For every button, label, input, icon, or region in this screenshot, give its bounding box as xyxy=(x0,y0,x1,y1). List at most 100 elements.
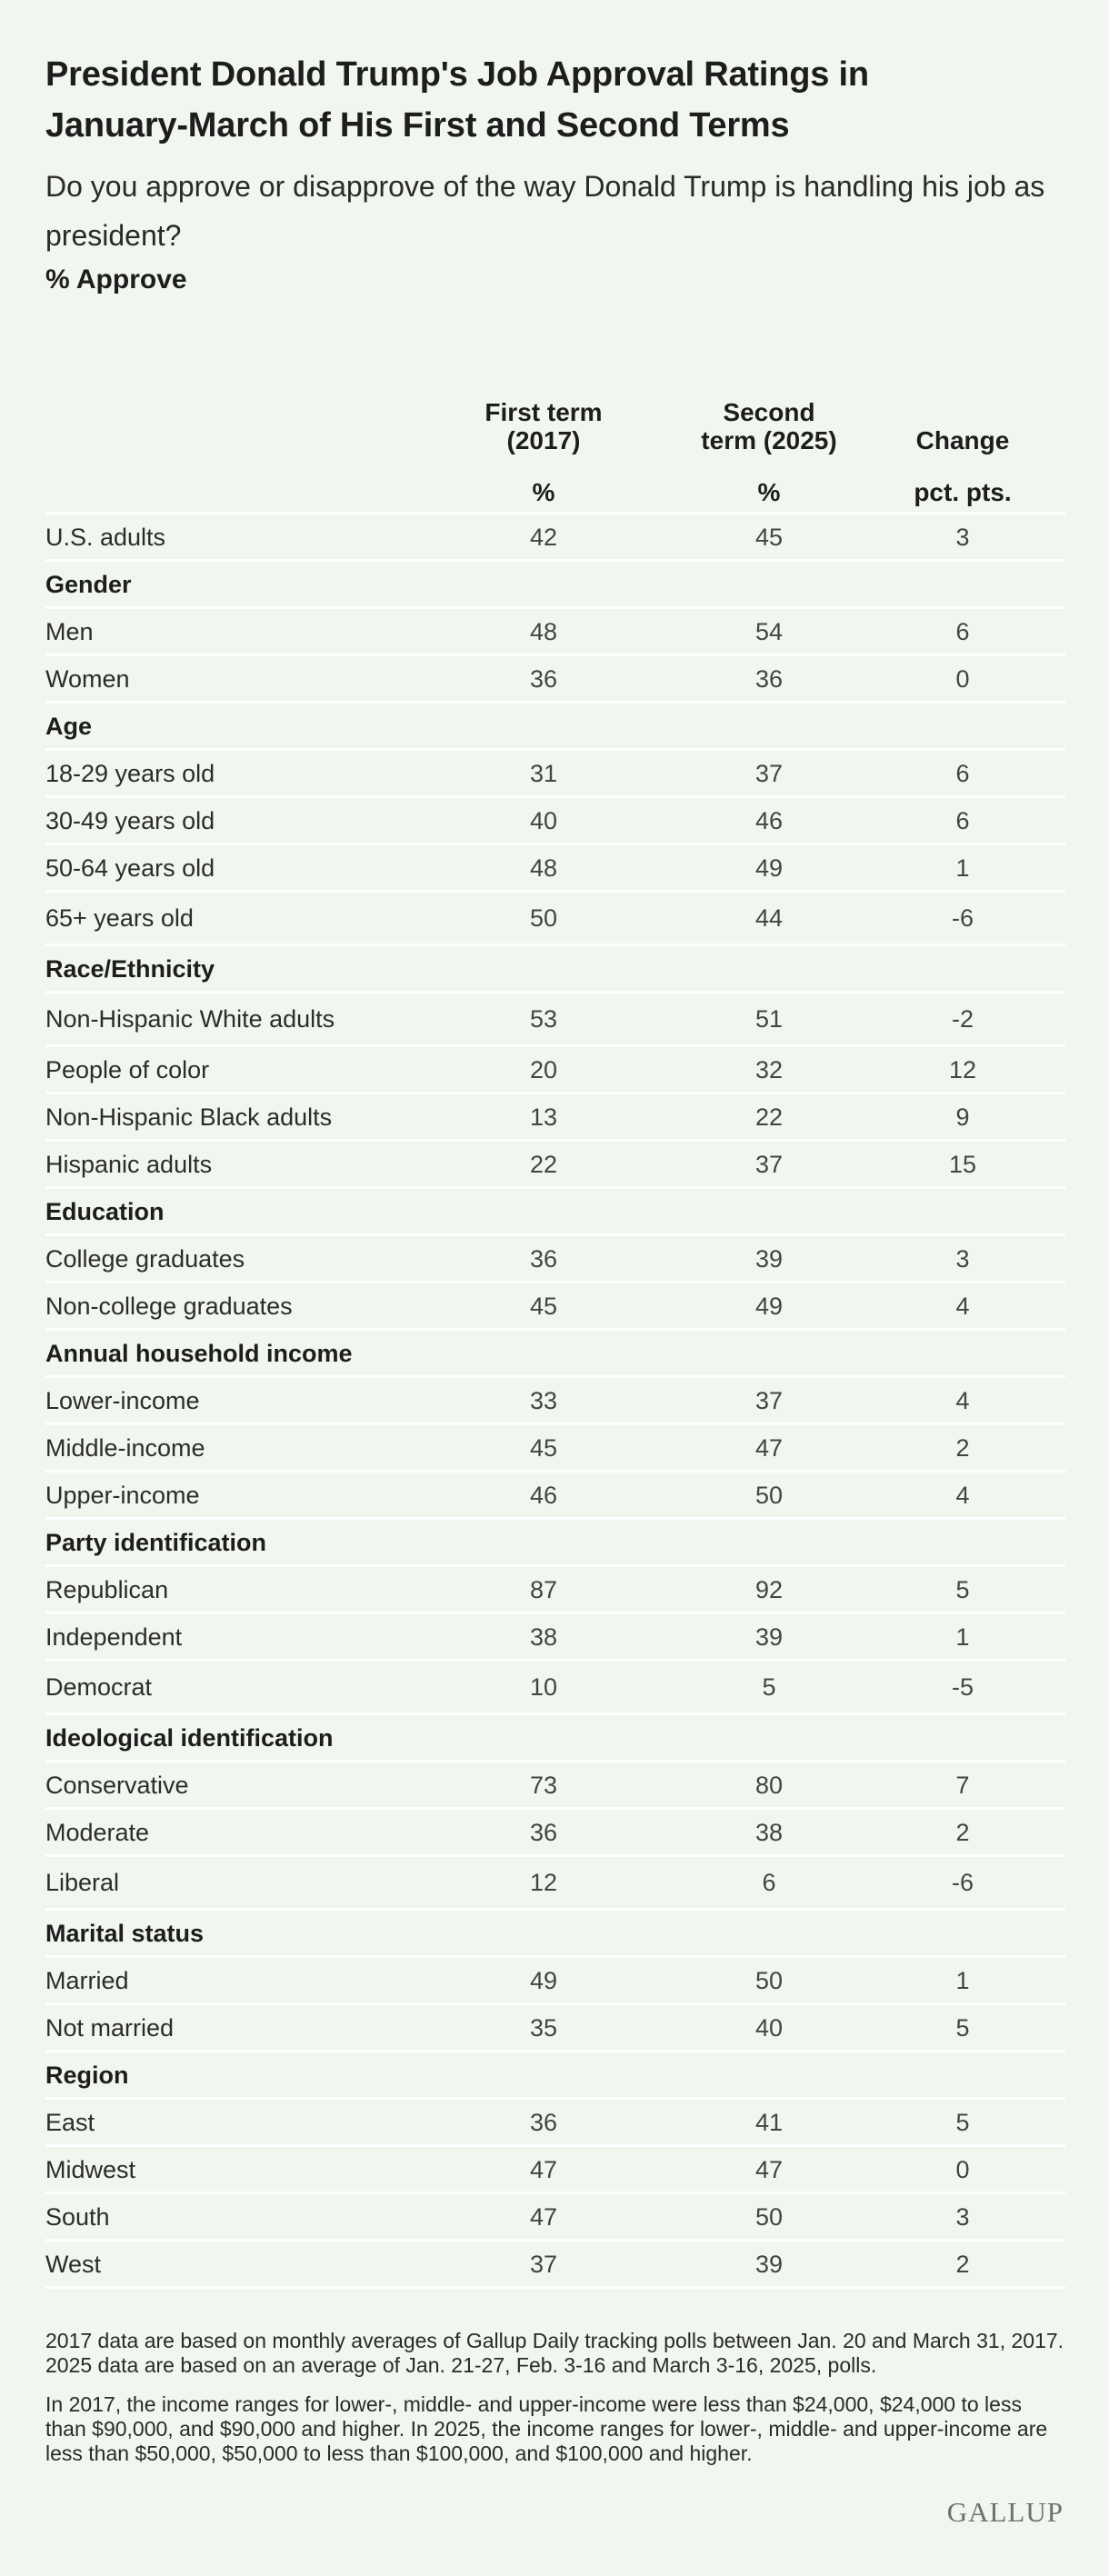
table-row: People of color 20 32 12 xyxy=(45,1045,1065,1094)
first-term-value: 87 xyxy=(409,1565,678,1614)
first-term-value: 47 xyxy=(409,2145,678,2194)
table-body: U.S. adults 42 45 3 Gender Men 48 54 6 Women 36 36 0… xyxy=(45,513,1065,2289)
second-term-value: 80 xyxy=(678,1761,860,1810)
section-heading: Race/Ethnicity xyxy=(45,944,1065,993)
row-label: Democrat xyxy=(45,1660,409,1715)
change-value: 4 xyxy=(860,1471,1065,1520)
first-term-value: 73 xyxy=(409,1761,678,1810)
row-label: 18-29 years old xyxy=(45,749,409,798)
row-label: Lower-income xyxy=(45,1376,409,1425)
first-term-value: 36 xyxy=(409,654,678,704)
row-label: U.S. adults xyxy=(45,513,409,562)
row-label: College graduates xyxy=(45,1234,409,1283)
first-term-value: 48 xyxy=(409,607,678,656)
second-term-value: 39 xyxy=(678,2240,860,2289)
second-term-value: 45 xyxy=(678,513,860,562)
row-label: Hispanic adults xyxy=(45,1140,409,1189)
second-term-value: 5 xyxy=(678,1660,860,1715)
second-term-value: 36 xyxy=(678,654,860,704)
change-value: 7 xyxy=(860,1761,1065,1810)
section-row: Region xyxy=(45,2051,1065,2100)
change-value: -6 xyxy=(860,1855,1065,1911)
second-term-value: 38 xyxy=(678,1808,860,1857)
first-term-value: 45 xyxy=(409,1282,678,1331)
change-value: 4 xyxy=(860,1376,1065,1425)
change-value: 6 xyxy=(860,796,1065,845)
row-label: Conservative xyxy=(45,1761,409,1810)
row-label: East xyxy=(45,2098,409,2147)
table-row: Men 48 54 6 xyxy=(45,607,1065,656)
section-row: Ideological identification xyxy=(45,1713,1065,1762)
row-label: Republican xyxy=(45,1565,409,1614)
change-value: 3 xyxy=(860,513,1065,562)
survey-question: Do you approve or disapprove of the way … xyxy=(45,162,1065,260)
change-value: -6 xyxy=(860,891,1065,946)
table-row: East 36 41 5 xyxy=(45,2098,1065,2147)
section-heading: Annual household income xyxy=(45,1329,1065,1378)
row-label: 50-64 years old xyxy=(45,844,409,893)
change-value: 5 xyxy=(860,1565,1065,1614)
section-row: Annual household income xyxy=(45,1329,1065,1378)
section-row: Age xyxy=(45,702,1065,751)
second-term-value: 51 xyxy=(678,992,860,1047)
row-label: 65+ years old xyxy=(45,891,409,946)
title-line-1: President Donald Trump's Job Approval Ra… xyxy=(45,55,869,94)
header: President Donald Trump's Job Approval Ra… xyxy=(45,49,1065,298)
unit-first-term: % xyxy=(409,454,678,514)
second-term-value: 50 xyxy=(678,1956,860,2005)
header-change: Change xyxy=(915,426,1010,454)
first-term-value: 35 xyxy=(409,2003,678,2052)
change-value: 6 xyxy=(860,749,1065,798)
footnotes: 2017 data are based on monthly averages … xyxy=(45,2329,1065,2466)
section-heading: Education xyxy=(45,1187,1065,1236)
change-value: 1 xyxy=(860,844,1065,893)
table-row: 65+ years old 50 44 -6 xyxy=(45,891,1065,946)
question-line-2: president? xyxy=(45,219,182,252)
section-heading: Party identification xyxy=(45,1518,1065,1567)
unit-second-term: % xyxy=(678,454,860,514)
table-row: Married 49 50 1 xyxy=(45,1956,1065,2005)
second-term-value: 37 xyxy=(678,1376,860,1425)
header-first-term-line-1: First term xyxy=(485,398,603,426)
table-row: Non-Hispanic White adults 53 51 -2 xyxy=(45,992,1065,1047)
row-label: Not married xyxy=(45,2003,409,2052)
first-term-value: 40 xyxy=(409,796,678,845)
first-term-value: 47 xyxy=(409,2192,678,2242)
table-row: Lower-income 33 37 4 xyxy=(45,1376,1065,1425)
table-row: Moderate 36 38 2 xyxy=(45,1808,1065,1857)
section-row: Party identification xyxy=(45,1518,1065,1567)
row-label: 30-49 years old xyxy=(45,796,409,845)
table-row: South 47 50 3 xyxy=(45,2192,1065,2242)
second-term-value: 47 xyxy=(678,2145,860,2194)
change-value: 3 xyxy=(860,2192,1065,2242)
row-label: Married xyxy=(45,1956,409,2005)
header-blank xyxy=(45,382,409,454)
first-term-value: 10 xyxy=(409,1660,678,1715)
table-row: West 37 39 2 xyxy=(45,2240,1065,2289)
first-term-value: 53 xyxy=(409,992,678,1047)
header-first-term-line-2: (2017) xyxy=(506,426,581,454)
change-value: 1 xyxy=(860,1956,1065,2005)
change-value: 1 xyxy=(860,1612,1065,1662)
table-row: Democrat 10 5 -5 xyxy=(45,1660,1065,1715)
row-label: Independent xyxy=(45,1612,409,1662)
table-row: Midwest 47 47 0 xyxy=(45,2145,1065,2194)
change-value: 2 xyxy=(860,1423,1065,1473)
header-second-term-line-2: term (2025) xyxy=(701,426,837,454)
unit-change: pct. pts. xyxy=(860,454,1065,514)
table-row: Hispanic adults 22 37 15 xyxy=(45,1140,1065,1189)
change-value: 9 xyxy=(860,1093,1065,1142)
change-value: 3 xyxy=(860,1234,1065,1283)
section-row: Race/Ethnicity xyxy=(45,944,1065,993)
second-term-value: 22 xyxy=(678,1093,860,1142)
section-heading: Ideological identification xyxy=(45,1713,1065,1762)
table-row: Middle-income 45 47 2 xyxy=(45,1423,1065,1473)
table-row: College graduates 36 39 3 xyxy=(45,1234,1065,1283)
title-line-2: January-March of His First and Second Te… xyxy=(45,106,790,145)
approval-table: First term (2017) Second term (2025) Cha… xyxy=(45,382,1065,2289)
page-title: President Donald Trump's Job Approval Ra… xyxy=(45,49,1065,151)
second-term-value: 46 xyxy=(678,796,860,845)
section-heading: Marital status xyxy=(45,1909,1065,1958)
first-term-value: 33 xyxy=(409,1376,678,1425)
row-label: Midwest xyxy=(45,2145,409,2194)
